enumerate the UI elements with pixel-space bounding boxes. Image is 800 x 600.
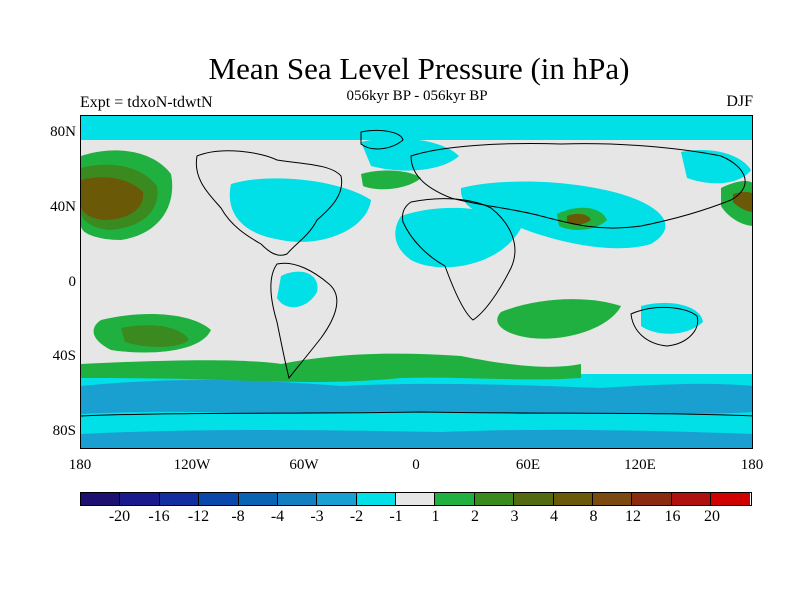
- colorbar-label: 4: [550, 508, 558, 525]
- lon-tick-label: 120E: [624, 457, 656, 473]
- colorbar-label: -8: [231, 508, 245, 525]
- colorbar-label: -1: [389, 508, 403, 525]
- lat-tick-label: 40S: [52, 348, 76, 364]
- southern-positive-band: [81, 353, 581, 382]
- colorbar-label: -20: [108, 508, 131, 525]
- map-subtitle: 056kyr BP - 056kyr BP: [346, 88, 488, 104]
- colorbar-swatch: [632, 493, 672, 505]
- colorbar-swatch: [514, 493, 554, 505]
- colorbar-swatch: [592, 493, 633, 505]
- africa-low: [395, 207, 521, 268]
- colorbar-label: -16: [148, 508, 170, 525]
- antarctic-band: [81, 429, 752, 448]
- colorbar-label: 3: [510, 508, 519, 525]
- colorbar-swatch: [120, 493, 160, 505]
- map-title: Mean Sea Level Pressure (in hPa): [208, 51, 630, 86]
- colorbar-swatch: [81, 493, 121, 505]
- tibet-core: [567, 213, 591, 225]
- north-atlantic-high: [361, 170, 421, 190]
- colorbar: [80, 492, 752, 506]
- experiment-label: Expt = tdxoN-tdwtN: [80, 94, 213, 111]
- lat-tick-label: 0: [68, 274, 77, 290]
- colorbar-swatch: [396, 493, 436, 505]
- colorbar-swatch: [356, 493, 396, 505]
- colorbar-label: 16: [664, 508, 681, 525]
- south-america-low: [277, 271, 318, 308]
- colorbar-label: -2: [349, 508, 364, 525]
- colorbar-label: 2: [471, 508, 479, 525]
- lat-tick-label: 40N: [50, 199, 76, 215]
- colorbar-swatch: [671, 493, 711, 505]
- coastlines: [81, 129, 752, 417]
- colorbar-swatch: [159, 493, 200, 505]
- colorbar-label: 20: [704, 508, 720, 525]
- colorbar-label: -3: [310, 508, 324, 525]
- colorbar-swatch: [435, 493, 475, 505]
- colorbar-label: -4: [270, 508, 285, 525]
- south-pacific-core: [121, 325, 189, 347]
- colorbar-label: 12: [625, 508, 641, 525]
- north-atlantic-low: [361, 138, 459, 171]
- colorbar-label: -12: [187, 508, 210, 525]
- siberia-low: [681, 150, 751, 184]
- colorbar-swatch: [553, 493, 593, 505]
- north-pacific-core: [81, 177, 144, 220]
- map-canvas: [81, 116, 752, 448]
- southern-deep-band: [81, 380, 752, 414]
- lat-tick-label: 80S: [52, 423, 76, 439]
- colorbar-swatch: [711, 493, 751, 505]
- season-label: DJF: [726, 93, 753, 110]
- colorbar-swatch: [474, 493, 515, 505]
- colorbar-label: 1: [431, 508, 440, 525]
- pressure-map: [80, 115, 753, 449]
- colorbar-swatch: [238, 493, 278, 505]
- lon-tick-label: 180: [740, 457, 764, 473]
- lat-tick-label: 80N: [50, 124, 76, 140]
- colorbar-swatch: [199, 493, 239, 505]
- lon-tick-label: 60E: [515, 457, 541, 473]
- lon-tick-label: 0: [412, 457, 420, 473]
- north-america-low: [229, 178, 371, 242]
- colorbar-label: 8: [589, 508, 598, 525]
- southern-indian-high: [497, 299, 621, 339]
- lon-tick-label: 60W: [289, 457, 319, 473]
- colorbar-swatch: [277, 493, 318, 505]
- lon-tick-label: 180: [68, 457, 92, 473]
- lon-tick-label: 120W: [173, 457, 211, 473]
- arctic-band-2: [81, 122, 752, 140]
- dateline-core: [733, 191, 752, 212]
- colorbar-swatch: [317, 493, 357, 505]
